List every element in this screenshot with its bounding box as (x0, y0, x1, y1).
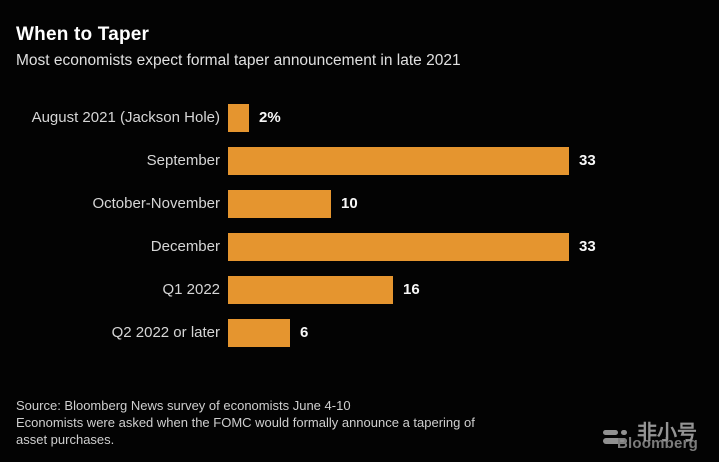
bar (228, 232, 569, 261)
source-line: Source: Bloomberg News survey of economi… (16, 398, 351, 413)
bar (228, 146, 569, 175)
value-label: 10 (341, 195, 358, 212)
category-label: October-November (92, 195, 220, 212)
chart-header: When to Taper Most economists expect for… (16, 24, 461, 70)
feixiaohao-watermark-text: 非小号 (637, 422, 697, 444)
bar (228, 275, 393, 304)
bar-row: October-November 10 (0, 182, 719, 225)
note-line-2: asset purchases. (16, 432, 115, 447)
bar-row: August 2021 (Jackson Hole) 2% (0, 96, 719, 139)
feixiaohao-logo-icon (603, 430, 629, 447)
bar-row: December 33 (0, 225, 719, 268)
bar-row: Q1 2022 16 (0, 268, 719, 311)
category-label: Q1 2022 (162, 281, 220, 298)
value-label: 33 (579, 152, 596, 169)
bar-row: Q2 2022 or later 6 (0, 311, 719, 354)
category-label: December (150, 238, 220, 255)
source-note: Source: Bloomberg News survey of economi… (16, 397, 475, 448)
value-label: 6 (300, 324, 309, 341)
bar-row: September 33 (0, 139, 719, 182)
value-label: 16 (403, 281, 420, 298)
category-label: August 2021 (Jackson Hole) (31, 109, 220, 126)
value-label: 2% (259, 109, 281, 126)
bar (228, 318, 290, 347)
category-label: September (146, 152, 220, 169)
chart-title: When to Taper (16, 24, 150, 45)
note-line-1: Economists were asked when the FOMC woul… (16, 415, 475, 430)
bar-chart: August 2021 (Jackson Hole) 2% September 33 O… (0, 96, 719, 354)
value-label: 33 (579, 238, 596, 255)
bar (228, 189, 331, 218)
category-label: Q2 2022 or later (111, 324, 220, 341)
watermark: Bloomberg 非小号 (603, 420, 711, 454)
bloomberg-watermark-text: Bloomberg (617, 435, 698, 452)
chart-subtitle: Most economists expect formal taper anno… (16, 52, 461, 69)
bar (228, 103, 249, 132)
